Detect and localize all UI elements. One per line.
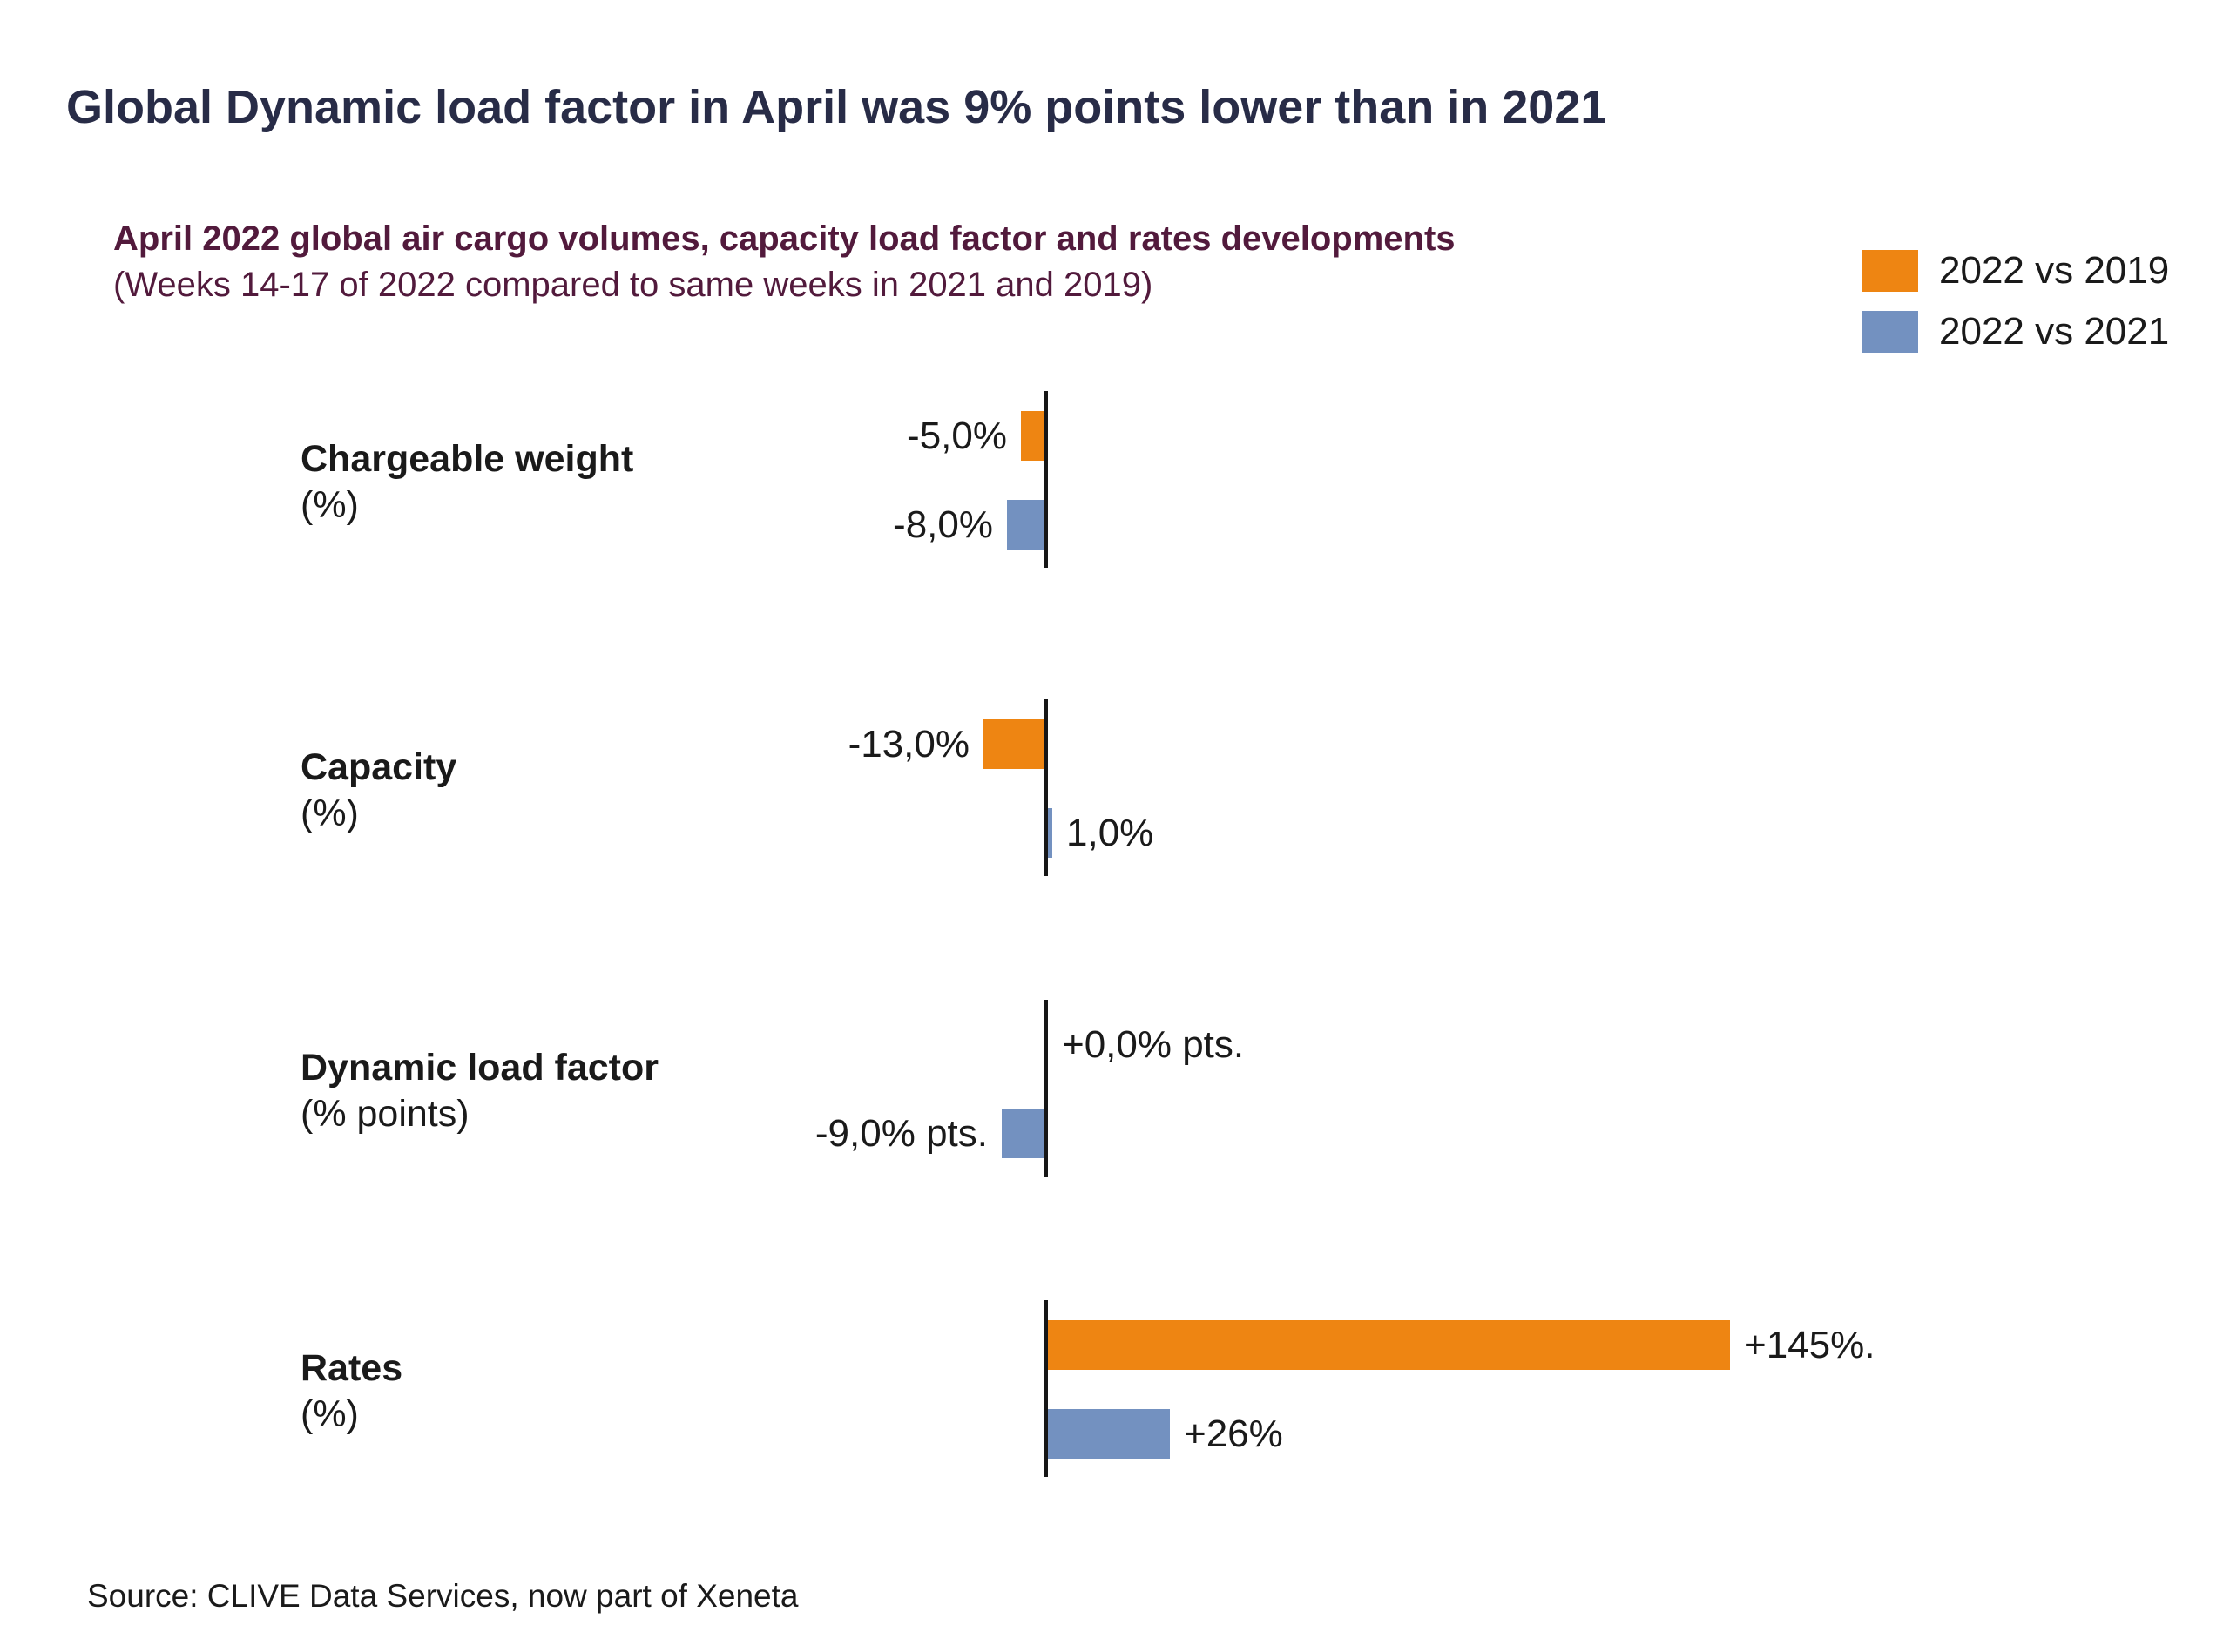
- bar-dynamic-load-factor-2022-vs-2021: [1002, 1109, 1044, 1158]
- value-label-dynamic-load-factor-2022-vs-2021: -9,0% pts.: [814, 1112, 988, 1155]
- category-label-capacity: Capacity (%): [301, 745, 456, 837]
- legend-swatch-2022-vs-2021: [1862, 311, 1918, 353]
- category-label-dynamic-load-factor: Dynamic load factor (% points): [301, 1045, 659, 1137]
- category-label-chargeable-weight: Chargeable weight (%): [301, 436, 633, 529]
- value-label-rates-2022-vs-2019: +145%.: [1744, 1324, 1875, 1366]
- value-label-chargeable-weight-2022-vs-2021: -8,0%: [893, 503, 993, 546]
- value-label-dynamic-load-factor-2022-vs-2019: +0,0% pts.: [1062, 1023, 1245, 1066]
- category-unit: (% points): [301, 1093, 470, 1135]
- category-label-rates: Rates (%): [301, 1345, 402, 1438]
- bar-rates-2022-vs-2019: [1048, 1320, 1730, 1370]
- legend-label-2022-vs-2021: 2022 vs 2021: [1939, 310, 2170, 353]
- value-label-chargeable-weight-2022-vs-2019: -5,0%: [907, 415, 1007, 457]
- category-name: Dynamic load factor: [301, 1047, 659, 1089]
- source-note: Source: CLIVE Data Services, now part of…: [87, 1578, 799, 1614]
- legend-label-2022-vs-2019: 2022 vs 2019: [1939, 249, 2170, 292]
- chart-subtitle-line1: April 2022 global air cargo volumes, cap…: [113, 219, 1456, 258]
- page-title: Global Dynamic load factor in April was …: [66, 81, 1607, 134]
- value-label-rates-2022-vs-2021: +26%: [1184, 1413, 1283, 1455]
- chart-subtitle: April 2022 global air cargo volumes, cap…: [113, 216, 1456, 308]
- chart-group-dynamic-load-factor: Dynamic load factor (% points) +0,0% pts…: [0, 1000, 2230, 1177]
- legend-item-2022-vs-2019: 2022 vs 2019: [1862, 250, 2169, 292]
- category-name: Capacity: [301, 746, 457, 788]
- chart-group-chargeable-weight: Chargeable weight (%) -5,0% -8,0%: [0, 391, 2230, 568]
- legend: 2022 vs 2019 2022 vs 2021: [1862, 250, 2169, 353]
- bar-capacity-2022-vs-2021: [1048, 808, 1052, 858]
- zero-axis-line: [1044, 1000, 1048, 1177]
- category-name: Chargeable weight: [301, 438, 634, 480]
- category-unit: (%): [301, 792, 359, 834]
- chart-subtitle-line2: (Weeks 14-17 of 2022 compared to same we…: [113, 266, 1153, 304]
- category-unit: (%): [301, 1393, 359, 1435]
- category-unit: (%): [301, 484, 359, 526]
- legend-swatch-2022-vs-2019: [1862, 250, 1918, 292]
- value-label-capacity-2022-vs-2021: 1,0%: [1066, 812, 1154, 854]
- category-name: Rates: [301, 1347, 403, 1389]
- zero-axis-line: [1044, 391, 1048, 568]
- zero-axis-line: [1044, 1300, 1048, 1477]
- bar-capacity-2022-vs-2019: [983, 719, 1044, 769]
- zero-axis-line: [1044, 699, 1048, 876]
- legend-item-2022-vs-2021: 2022 vs 2021: [1862, 311, 2169, 353]
- value-label-capacity-2022-vs-2019: -13,0%: [848, 723, 970, 765]
- chart-group-capacity: Capacity (%) -13,0% 1,0%: [0, 699, 2230, 876]
- chart-group-rates: Rates (%) +145%. +26%: [0, 1300, 2230, 1477]
- bar-chargeable-weight-2022-vs-2021: [1007, 500, 1044, 550]
- bar-chargeable-weight-2022-vs-2019: [1021, 411, 1044, 461]
- bar-rates-2022-vs-2021: [1048, 1409, 1170, 1459]
